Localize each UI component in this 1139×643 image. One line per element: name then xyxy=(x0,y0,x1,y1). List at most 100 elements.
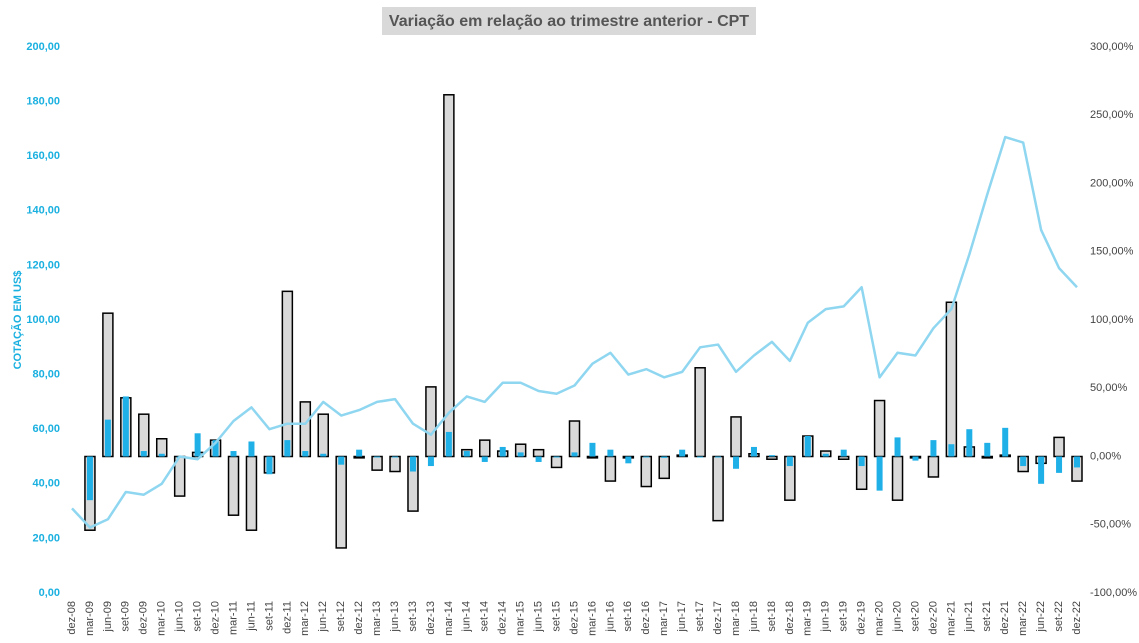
x-tick-label: set-16 xyxy=(622,601,634,632)
x-tick-label: set-09 xyxy=(120,601,132,632)
bar xyxy=(1056,456,1063,473)
y-tick-label: 160,00 xyxy=(26,150,60,162)
y-tick-label: 120,00 xyxy=(26,259,60,271)
y-tick-label: 20,00 xyxy=(32,532,60,544)
bar xyxy=(712,455,724,522)
bar xyxy=(353,455,365,459)
bar xyxy=(138,413,150,458)
title-box xyxy=(382,7,756,35)
x-tick-label: dez-08 xyxy=(66,601,78,635)
bar xyxy=(822,453,829,457)
bar xyxy=(122,396,129,457)
x-tick-label: mar-13 xyxy=(371,601,383,636)
x-tick-label: set-12 xyxy=(335,601,347,632)
bar xyxy=(374,456,381,458)
x-tick-label: jun-15 xyxy=(533,601,545,633)
x-tick-label: dez-11 xyxy=(281,601,293,634)
x-tick-label: set-19 xyxy=(838,601,850,632)
x-tick-label: jun-19 xyxy=(820,601,832,633)
x-tick-label: jun-22 xyxy=(1035,601,1047,633)
bar xyxy=(730,416,742,458)
bar xyxy=(912,456,919,461)
x-tick-label: jun-17 xyxy=(676,601,688,633)
bar xyxy=(427,456,434,467)
y2-tick-label: 0,00% xyxy=(1090,450,1121,462)
bar xyxy=(981,455,994,459)
bar xyxy=(281,290,294,458)
x-tick-label: jun-13 xyxy=(389,601,401,633)
y2-tick-label: -50,00% xyxy=(1090,519,1131,531)
bar xyxy=(640,455,653,488)
bar xyxy=(927,455,940,478)
bar xyxy=(589,442,596,457)
x-tick-label: dez-20 xyxy=(927,601,939,635)
y-tick-label: 140,00 xyxy=(26,205,60,217)
bar xyxy=(425,386,437,458)
bar xyxy=(338,456,345,465)
bar xyxy=(876,456,883,491)
x-tick-label: dez-13 xyxy=(425,601,437,635)
bar xyxy=(445,431,452,457)
x-tick-label: mar-16 xyxy=(586,601,598,636)
x-tick-label: set-10 xyxy=(192,601,204,632)
x-tick-label: jun-10 xyxy=(174,601,186,633)
bar xyxy=(320,453,327,457)
y-tick-label: 200,00 xyxy=(26,41,60,53)
bar xyxy=(1038,456,1045,484)
x-tick-label: mar-18 xyxy=(730,601,742,636)
bar xyxy=(553,456,560,458)
y-tick-label: 40,00 xyxy=(32,478,60,490)
y2-tick-label: 250,00% xyxy=(1090,109,1134,121)
bar xyxy=(194,433,201,457)
x-tick-label: dez-15 xyxy=(568,601,580,635)
bar xyxy=(966,429,973,457)
bar xyxy=(140,451,147,457)
bar xyxy=(661,456,668,458)
bar xyxy=(715,456,722,458)
bar xyxy=(299,401,312,458)
bar xyxy=(86,456,93,501)
bar xyxy=(499,446,506,457)
bar xyxy=(212,440,219,457)
bar xyxy=(479,439,491,458)
bar xyxy=(356,449,363,457)
x-tick-label: set-13 xyxy=(407,601,419,632)
x-tick-label: set-17 xyxy=(694,601,706,632)
bar xyxy=(837,455,850,460)
x-tick-label: mar-11 xyxy=(227,601,239,635)
x-tick-label: mar-19 xyxy=(802,601,814,636)
bar xyxy=(658,455,670,480)
bar xyxy=(532,448,545,458)
bar xyxy=(158,453,165,457)
bar xyxy=(697,456,704,458)
bar xyxy=(230,451,237,457)
bar xyxy=(679,449,686,457)
bar xyxy=(733,456,740,469)
bar xyxy=(858,456,865,467)
bar xyxy=(284,440,291,457)
bar xyxy=(266,456,273,475)
bar xyxy=(571,452,578,457)
y2-tick-label: -100,00% xyxy=(1090,587,1137,599)
bar xyxy=(1002,427,1009,457)
x-tick-label: jun-11 xyxy=(245,601,257,632)
y-tick-label: 60,00 xyxy=(32,423,60,435)
bar xyxy=(643,456,650,458)
bar xyxy=(335,455,347,549)
x-tick-label: set-15 xyxy=(550,601,562,632)
x-tick-label: jun-20 xyxy=(891,601,903,633)
bar xyxy=(463,451,470,457)
y2-tick-label: 50,00% xyxy=(1090,382,1128,394)
bar xyxy=(248,441,255,457)
x-tick-label: mar-10 xyxy=(156,601,168,636)
bar xyxy=(443,94,455,458)
bar xyxy=(607,449,614,457)
x-tick-label: mar-09 xyxy=(84,601,96,636)
bar xyxy=(768,455,775,457)
x-tick-label: set-18 xyxy=(766,601,778,632)
x-tick-label: mar-14 xyxy=(443,601,455,636)
x-tick-label: mar-20 xyxy=(873,601,885,636)
x-tick-label: set-11 xyxy=(263,601,275,631)
x-tick-label: jun-09 xyxy=(102,601,114,633)
chart-title: Variação em relação ao trimestre anterio… xyxy=(389,13,749,30)
